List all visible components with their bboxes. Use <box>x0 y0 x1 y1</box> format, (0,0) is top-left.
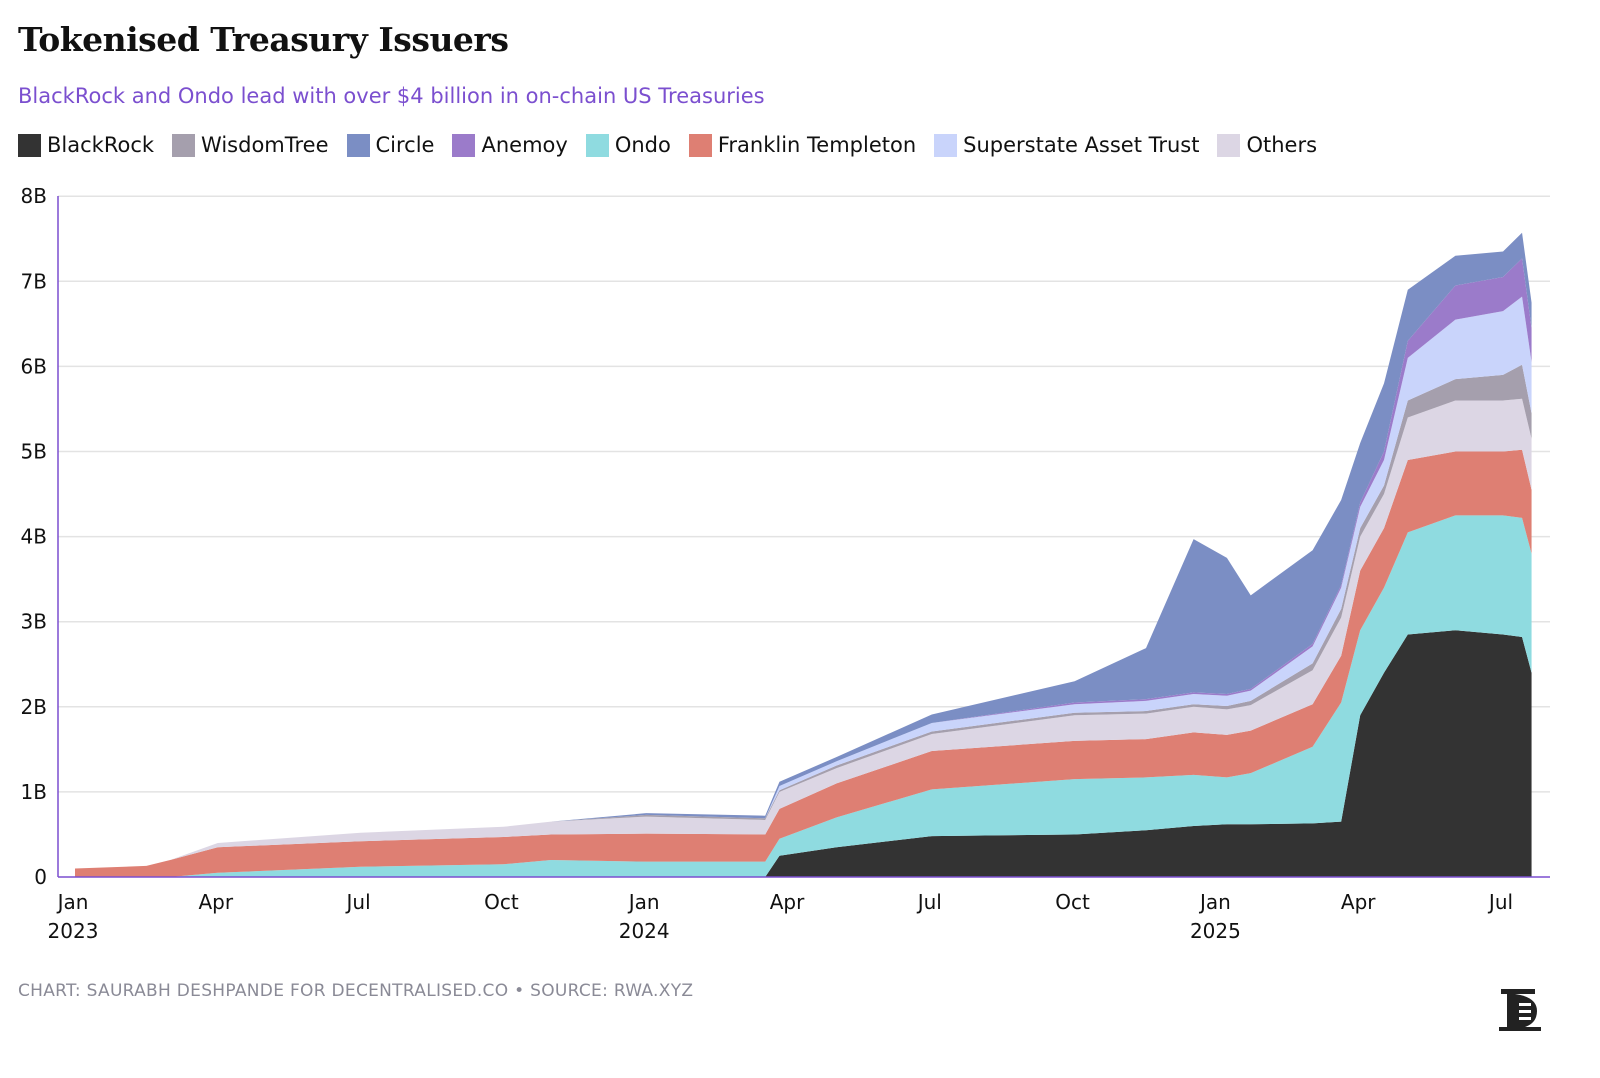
legend-item-superstate-asset-trust: Superstate Asset Trust <box>934 133 1199 157</box>
area-ondo <box>75 515 1532 877</box>
legend-item-ondo: Ondo <box>585 133 671 157</box>
legend-label: Others <box>1246 133 1318 157</box>
x-tick-label: Apr <box>770 890 805 914</box>
x-tick-label: Apr <box>1341 890 1376 914</box>
legend-item-blackrock: BlackRock <box>18 133 154 157</box>
legend-swatch <box>688 133 712 157</box>
x-tick-label: Jan <box>56 890 89 914</box>
y-tick-label: 6B <box>21 354 47 378</box>
decentralised-logo-icon <box>1499 989 1541 1031</box>
y-tick-label: 0 <box>34 865 47 889</box>
legend-label: Ondo <box>614 133 671 157</box>
legend-swatch <box>585 133 609 157</box>
legend-label: WisdomTree <box>201 133 329 157</box>
chart-subtitle: BlackRock and Ondo lead with over $4 bil… <box>18 84 765 108</box>
x-tick-label: Oct <box>1055 890 1090 914</box>
legend: BlackRock WisdomTree Circle Anemoy Ondo Frank… <box>18 133 1317 157</box>
x-tick-year: 2024 <box>619 919 670 943</box>
legend-item-others: Others <box>1217 133 1317 157</box>
legend-label: Superstate Asset Trust <box>963 133 1200 157</box>
legend-item-circle: Circle <box>346 133 435 157</box>
y-tick-label: 2B <box>21 695 47 719</box>
chart-title: Tokenised Treasury Issuers <box>18 20 509 59</box>
y-tick-label: 4B <box>21 525 47 549</box>
x-tick-label: Jul <box>345 890 371 914</box>
area-blackrock <box>75 630 1532 877</box>
legend-item-franklin-templeton: Franklin Templeton <box>688 133 917 157</box>
legend-item-anemoy: Anemoy <box>452 133 568 157</box>
legend-label: Franklin Templeton <box>717 133 917 157</box>
legend-swatch <box>346 133 370 157</box>
y-tick-label: 1B <box>21 780 47 804</box>
x-tick-year: 2025 <box>1190 919 1241 943</box>
legend-label: Circle <box>375 133 435 157</box>
x-tick-label: Jan <box>1198 890 1231 914</box>
legend-swatch <box>172 133 196 157</box>
legend-swatch <box>452 133 476 157</box>
legend-swatch <box>18 133 41 157</box>
y-tick-label: 5B <box>21 440 47 464</box>
stacked-area-chart: 0 1B 2B 3B 4B 5B 6B 7B 8B Jan 2023 Apr Jul Oct Jan 2024… <box>21 184 1550 943</box>
legend-swatch <box>934 133 958 157</box>
legend-swatch <box>1217 133 1241 157</box>
legend-label: BlackRock <box>47 133 155 157</box>
legend-label: Anemoy <box>481 133 568 157</box>
legend-item-wisdomtree: WisdomTree <box>172 133 329 157</box>
x-tick-label: Oct <box>484 890 519 914</box>
y-tick-label: 3B <box>21 610 47 634</box>
source-footer: CHART: SAURABH DESHPANDE FOR DECENTRALIS… <box>18 981 694 1001</box>
x-tick-label: Jan <box>627 890 660 914</box>
area-franklin-templeton <box>75 449 1532 877</box>
x-tick-label: Jul <box>916 890 942 914</box>
x-tick-label: Jul <box>1487 890 1513 914</box>
x-tick-label: Apr <box>198 890 233 914</box>
x-tick-year: 2023 <box>48 919 99 943</box>
y-tick-label: 7B <box>21 269 47 293</box>
y-tick-label: 8B <box>21 184 47 208</box>
